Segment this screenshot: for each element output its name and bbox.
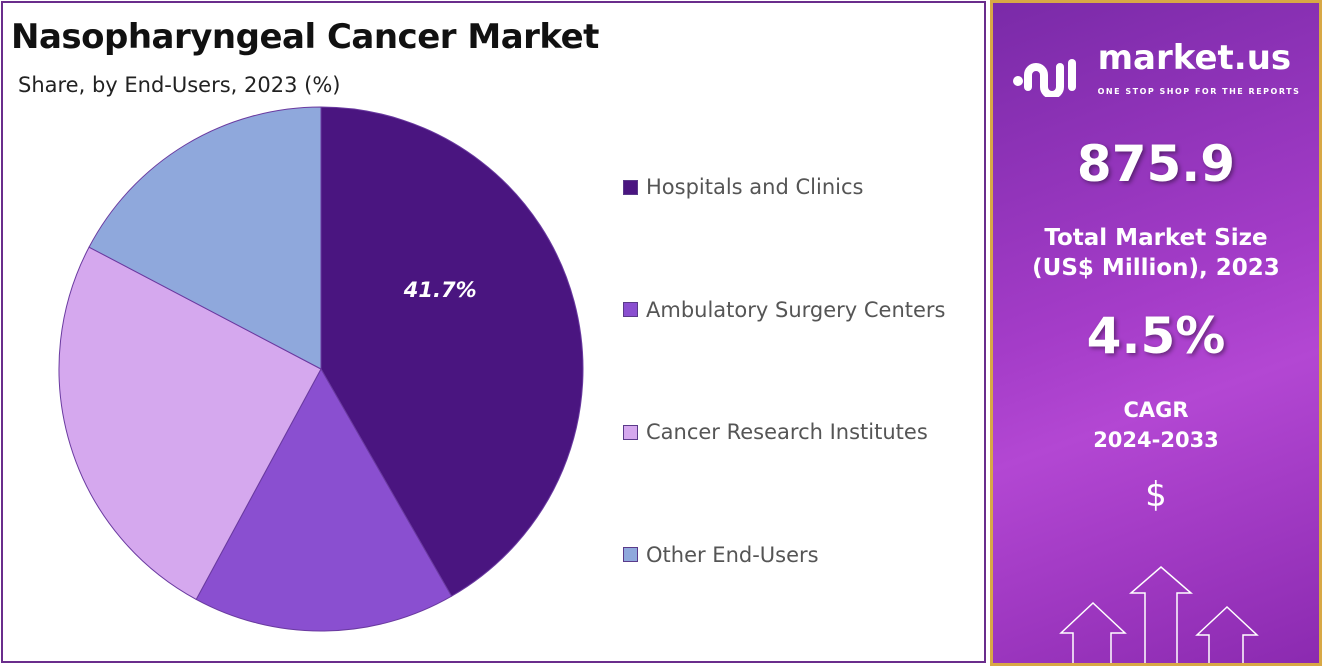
chart-subtitle: Share, by End-Users, 2023 (%) <box>18 73 341 97</box>
dollar-icon: $ <box>1145 475 1167 515</box>
logo: market.us ONE STOP SHOP FOR THE REPORTS <box>993 41 1319 109</box>
pie-slice-ambulatory-surgery-centers <box>195 367 453 632</box>
summary-panel: market.us ONE STOP SHOP FOR THE REPORTS … <box>990 0 1322 666</box>
chart-title: Nasopharyngeal Cancer Market <box>11 17 599 57</box>
pie-slice-hospitals-and-clinics <box>320 106 584 597</box>
cagr-label: CAGR <box>1123 398 1189 422</box>
legend-item: Other End-Users <box>623 543 819 567</box>
cagr-label-block: CAGR 2024-2033 <box>993 395 1319 455</box>
legend-swatch <box>623 179 638 195</box>
cagr-period: 2024-2033 <box>1093 428 1219 452</box>
legend-label: Ambulatory Surgery Centers <box>646 297 946 322</box>
legend-swatch <box>623 424 638 440</box>
legend-label: Cancer Research Institutes <box>646 420 928 444</box>
market-size-value: 875.9 <box>1076 135 1236 193</box>
market-size-label: Total Market Size (US$ Million), 2023 <box>993 223 1319 283</box>
pie-slice-other-end-users <box>88 106 322 370</box>
market-us-logo-icon <box>1012 59 1076 97</box>
legend-label: Hospitals and Clinics <box>646 175 864 199</box>
legend-item: Cancer Research Institutes <box>623 420 928 444</box>
cagr-value: 4.5% <box>1086 307 1226 365</box>
legend-item: Ambulatory Surgery Centers <box>623 298 946 322</box>
chart-panel: Nasopharyngeal Cancer Market Share, by E… <box>1 1 986 663</box>
legend-item: Hospitals and Clinics <box>623 175 863 199</box>
legend-label: Other End-Users <box>646 542 819 567</box>
logo-tagline: ONE STOP SHOP FOR THE REPORTS <box>1097 87 1301 96</box>
growth-arrows-icon <box>1059 566 1259 663</box>
market-size-label-line2: (US$ Million), 2023 <box>1032 255 1280 281</box>
logo-name: market.us <box>1097 38 1292 78</box>
data-label: 41.7% <box>403 278 477 302</box>
legend-swatch <box>623 547 638 562</box>
market-size-label-line1: Total Market Size <box>1044 225 1268 251</box>
pie-chart: 41.7% <box>58 106 584 632</box>
legend-swatch <box>623 302 638 317</box>
pie-slice-cancer-research-institutes <box>58 246 322 601</box>
